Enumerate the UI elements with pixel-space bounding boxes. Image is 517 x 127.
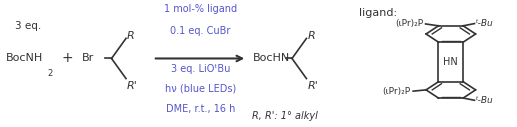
Text: R': R' — [127, 81, 138, 91]
Text: DME, r.t., 16 h: DME, r.t., 16 h — [165, 104, 235, 114]
Text: R: R — [127, 31, 135, 41]
Text: 3 eq.: 3 eq. — [15, 21, 41, 31]
Text: HN: HN — [444, 57, 458, 67]
Text: 0.1 eq. CuBr: 0.1 eq. CuBr — [170, 26, 231, 36]
Text: R: R — [308, 31, 315, 41]
Text: 2: 2 — [48, 69, 53, 78]
Text: ᵗ-Bu: ᵗ-Bu — [476, 96, 494, 105]
Text: (ιPr)₂P: (ιPr)₂P — [395, 19, 423, 28]
Text: R, R': 1° alkyl: R, R': 1° alkyl — [252, 111, 317, 121]
Text: hν (blue LEDs): hν (blue LEDs) — [164, 84, 236, 94]
Text: 1 mol-% ligand: 1 mol-% ligand — [164, 4, 237, 14]
Text: ᵗ-Bu: ᵗ-Bu — [476, 19, 494, 28]
Text: 3 eq. LiOᵗBu: 3 eq. LiOᵗBu — [171, 64, 230, 74]
Text: (ιPr)₂P: (ιPr)₂P — [383, 87, 410, 96]
Text: ligand:: ligand: — [359, 8, 397, 18]
Text: BocHN: BocHN — [253, 53, 291, 64]
Text: R': R' — [308, 81, 318, 91]
Text: +: + — [62, 51, 73, 66]
Text: BocNH: BocNH — [6, 53, 43, 64]
Text: Br: Br — [82, 53, 95, 64]
